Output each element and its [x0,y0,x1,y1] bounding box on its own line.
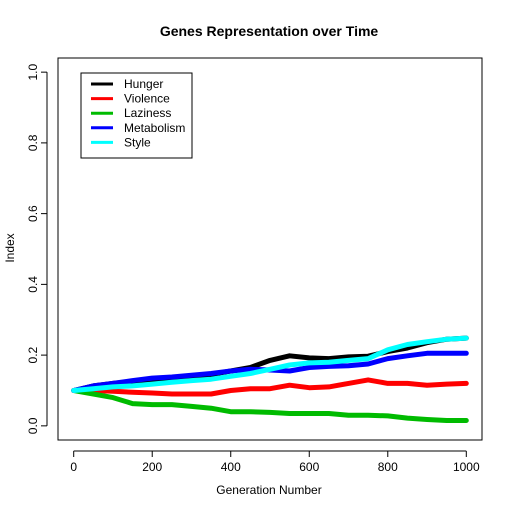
x-axis-label: Generation Number [216,483,321,497]
x-tick-label: 400 [221,460,241,474]
series-line-laziness [71,388,469,423]
y-tick-label: 0.4 [26,276,40,293]
y-tick-label: 0.6 [26,205,40,222]
plot-border [57,57,483,441]
x-tick-label: 200 [142,460,162,474]
x-tick-label: 0 [70,460,77,474]
legend-label: Style [124,135,151,149]
x-tick-label: 1000 [453,460,480,474]
x-tick-label: 800 [378,460,398,474]
legend-label: Hunger [124,77,163,91]
y-axis-label: Index [3,233,17,262]
plot-area [71,335,469,423]
y-tick-label: 0.2 [26,346,40,363]
x-tick-label: 600 [299,460,319,474]
chart-title: Genes Representation over Time [160,23,379,39]
axes: 0 200 400 600 800 1000 0.0 0.2 0.4 0.6 0.8 1.0 [26,57,483,474]
y-tick-label: 1.0 [26,63,40,80]
legend-label: Metabolism [124,121,185,135]
series-line-violence [71,377,469,397]
y-tick-label: 0.8 [26,134,40,151]
legend-label: Laziness [124,106,171,120]
y-tick-label: 0.0 [26,417,40,434]
series-line-style [71,335,469,393]
legend-label: Violence [124,92,170,106]
